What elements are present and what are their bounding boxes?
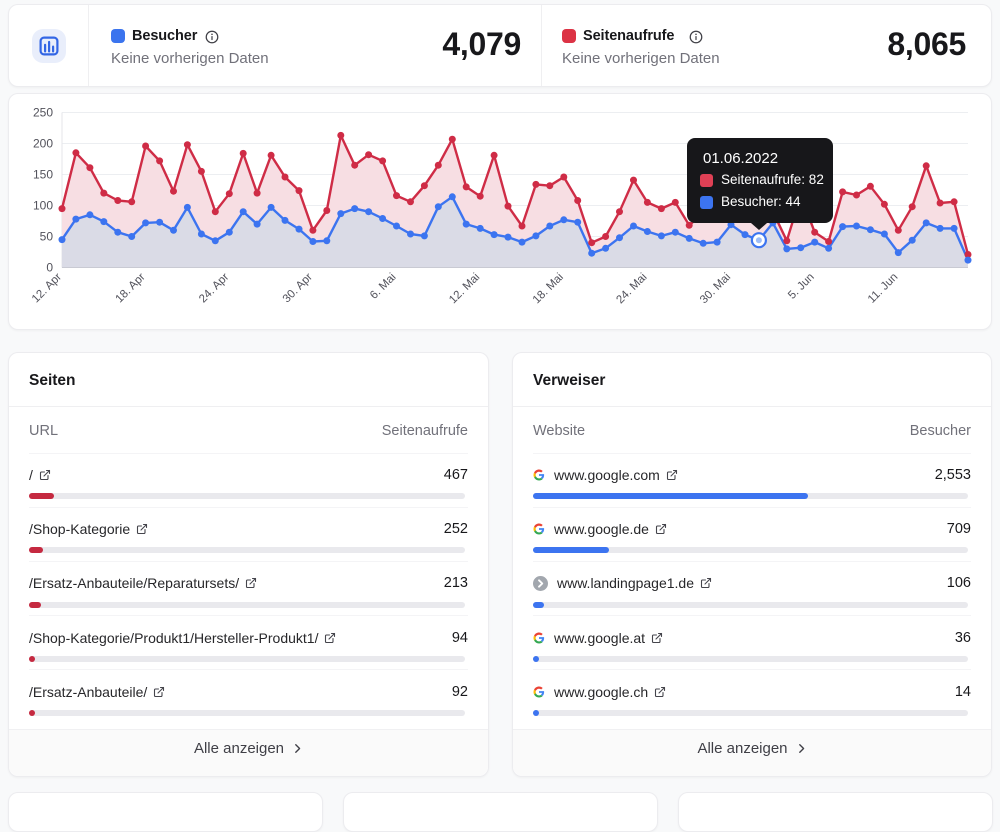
svg-text:24. Apr: 24. Apr	[197, 271, 231, 305]
svg-text:100: 100	[33, 199, 53, 213]
svg-text:150: 150	[33, 168, 53, 182]
svg-text:30. Mai: 30. Mai	[698, 271, 733, 306]
svg-text:30. Apr: 30. Apr	[281, 271, 315, 305]
svg-text:200: 200	[33, 137, 53, 151]
svg-text:12. Mai: 12. Mai	[447, 271, 482, 306]
svg-text:18. Apr: 18. Apr	[113, 271, 147, 305]
svg-text:6. Mai: 6. Mai	[368, 271, 399, 302]
svg-text:12. Apr: 12. Apr	[30, 271, 64, 305]
svg-text:24. Mai: 24. Mai	[614, 271, 649, 306]
svg-text:50: 50	[40, 230, 54, 244]
svg-text:11. Jun: 11. Jun	[866, 271, 901, 306]
svg-text:18. Mai: 18. Mai	[531, 271, 566, 306]
svg-text:5. Jun: 5. Jun	[786, 271, 817, 302]
svg-text:0: 0	[46, 261, 53, 275]
svg-text:250: 250	[33, 106, 53, 120]
